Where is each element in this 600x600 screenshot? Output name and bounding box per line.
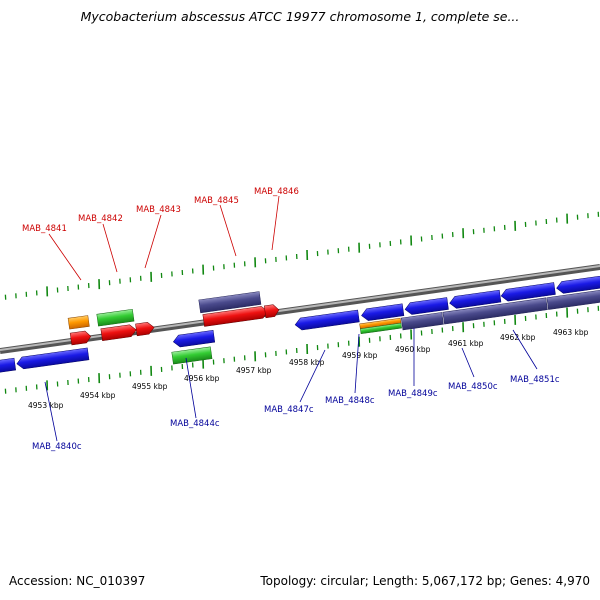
gene-reverse-d[interactable] xyxy=(294,309,360,331)
gene-forward-red-e[interactable] xyxy=(263,304,280,319)
label-leader xyxy=(44,381,58,442)
gene-label-mab-4841[interactable]: MAB_4841 xyxy=(22,224,67,234)
gene-reverse-b[interactable] xyxy=(16,347,90,370)
scale-label: 4957 kbp xyxy=(236,366,272,375)
label-leader xyxy=(48,233,82,281)
gene-label-mab-4842[interactable]: MAB_4842 xyxy=(78,214,123,224)
scale-label: 4959 kbp xyxy=(342,351,378,360)
gene-reverse-green-b[interactable] xyxy=(360,322,402,335)
label-leader xyxy=(271,195,280,251)
gene-label-mab-4849c[interactable]: MAB_4849c xyxy=(388,389,438,399)
gene-label-mab-4844c[interactable]: MAB_4844c xyxy=(170,419,220,429)
gene-reverse-navy-c[interactable] xyxy=(546,284,600,310)
gene-label-mab-4846[interactable]: MAB_4846 xyxy=(254,187,299,197)
gene-reverse-g[interactable] xyxy=(449,289,502,309)
gene-reverse-f[interactable] xyxy=(404,297,449,316)
gene-label-mab-4840c[interactable]: MAB_4840c xyxy=(32,442,82,452)
forward-gene-labels: MAB_4841 MAB_4842 MAB_4843 MAB_4845 MAB_… xyxy=(22,187,299,281)
label-leader xyxy=(461,347,475,378)
accession-text: Accession: NC_010397 xyxy=(9,574,146,588)
gene-label-mab-4843[interactable]: MAB_4843 xyxy=(136,205,181,215)
reverse-tick-track xyxy=(4,305,600,394)
gene-label-mab-4845[interactable]: MAB_4845 xyxy=(194,196,239,206)
gene-forward-orange[interactable] xyxy=(67,315,90,330)
scale-label: 4961 kbp xyxy=(448,339,484,348)
gene-label-mab-4848c[interactable]: MAB_4848c xyxy=(325,396,375,406)
scale-label: 4955 kbp xyxy=(132,382,168,391)
gene-label-mab-4847c[interactable]: MAB_4847c xyxy=(264,405,314,415)
scale-label: 4956 kbp xyxy=(184,374,220,383)
forward-tick-track xyxy=(4,211,600,300)
gene-reverse-a[interactable] xyxy=(0,357,16,378)
scale-label: 4953 kbp xyxy=(28,401,64,410)
label-leader xyxy=(512,329,538,370)
genome-summary-text: Topology: circular; Length: 5,067,172 bp… xyxy=(260,574,590,588)
label-leader xyxy=(102,223,118,273)
scale-label: 4958 kbp xyxy=(289,358,325,367)
scale-labels: 4953 kbp 4954 kbp 4955 kbp 4956 kbp 4957… xyxy=(28,328,589,410)
gene-forward-red-c[interactable] xyxy=(135,321,155,337)
gene-forward-red-a[interactable] xyxy=(69,330,92,346)
reverse-gene-labels: MAB_4840c MAB_4844c MAB_4847c MAB_4848c … xyxy=(32,328,560,452)
gene-reverse-e[interactable] xyxy=(361,303,405,322)
gene-forward-green[interactable] xyxy=(96,308,135,327)
label-leader xyxy=(354,333,360,394)
label-leader xyxy=(299,349,326,403)
gene-reverse-navy-b[interactable] xyxy=(442,297,548,325)
page-title: Mycobacterium abscessus ATCC 19977 chrom… xyxy=(80,9,520,24)
gene-label-mab-4851c[interactable]: MAB_4851c xyxy=(510,375,560,385)
gene-forward-red-b[interactable] xyxy=(100,324,137,341)
gene-reverse-h[interactable] xyxy=(500,282,556,302)
gene-reverse-c[interactable] xyxy=(172,329,216,348)
scale-label: 4954 kbp xyxy=(80,391,116,400)
gene-reverse-green[interactable] xyxy=(171,346,213,365)
gene-reverse-i[interactable] xyxy=(556,270,600,294)
chromosome-backbone xyxy=(0,264,600,354)
gene-features xyxy=(0,270,600,378)
scale-label: 4963 kbp xyxy=(553,328,589,337)
gene-reverse-navy-a[interactable] xyxy=(400,312,444,331)
gene-forward-navy[interactable] xyxy=(198,291,262,314)
label-leader xyxy=(219,204,237,257)
scale-label: 4960 kbp xyxy=(395,345,431,354)
label-leader xyxy=(144,214,162,269)
gene-label-mab-4850c[interactable]: MAB_4850c xyxy=(448,382,498,392)
label-leader xyxy=(185,357,197,419)
